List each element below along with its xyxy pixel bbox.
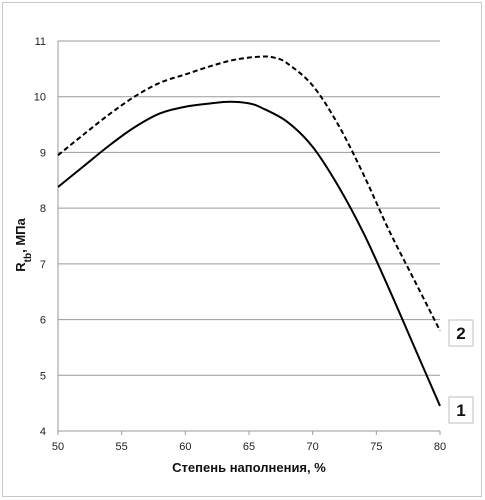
grid-lines: [57, 40, 441, 435]
x-tick-label: 65: [243, 441, 255, 453]
y-axis-label: Rtb, МПа: [13, 218, 34, 272]
y-tick-label: 9: [40, 147, 46, 159]
x-tick-label: 70: [307, 441, 319, 453]
y-axis-label-main: R: [13, 262, 28, 272]
x-axis-label: Степень наполнения, %: [172, 460, 326, 475]
x-tick-label: 80: [434, 441, 446, 453]
y-tick-label: 11: [35, 36, 46, 48]
series-labels: 12: [448, 319, 474, 424]
y-tick-label: 7: [40, 259, 46, 271]
series-lines: [57, 55, 441, 407]
y-axis-label-sub: tb: [23, 253, 34, 262]
y-tick-label: 4: [40, 426, 46, 438]
series-line-1: [57, 100, 441, 407]
x-tick-label: 55: [116, 441, 128, 453]
x-tick-label: 50: [52, 441, 64, 453]
y-tick-label: 6: [40, 315, 46, 327]
y-axis-label-unit: , МПа: [13, 218, 28, 253]
x-tick-labels: 50 55 60 65 70 75 80: [52, 441, 446, 453]
y-tick-label: 10: [34, 92, 46, 104]
series-label-2: 2: [456, 324, 465, 343]
series-label-box-1: [448, 396, 474, 424]
x-tick-label: 60: [179, 441, 191, 453]
series-line-2: [57, 55, 441, 332]
series-label-1: 1: [456, 401, 465, 420]
y-tick-label: 8: [40, 203, 46, 215]
chart-frame: [2, 2, 482, 497]
x-tick-label: 75: [370, 441, 382, 453]
y-tick-labels: 4 5 6 7 8 9 10 11: [34, 36, 46, 438]
y-tick-label: 5: [40, 370, 46, 382]
series-label-box-2: [448, 319, 474, 347]
